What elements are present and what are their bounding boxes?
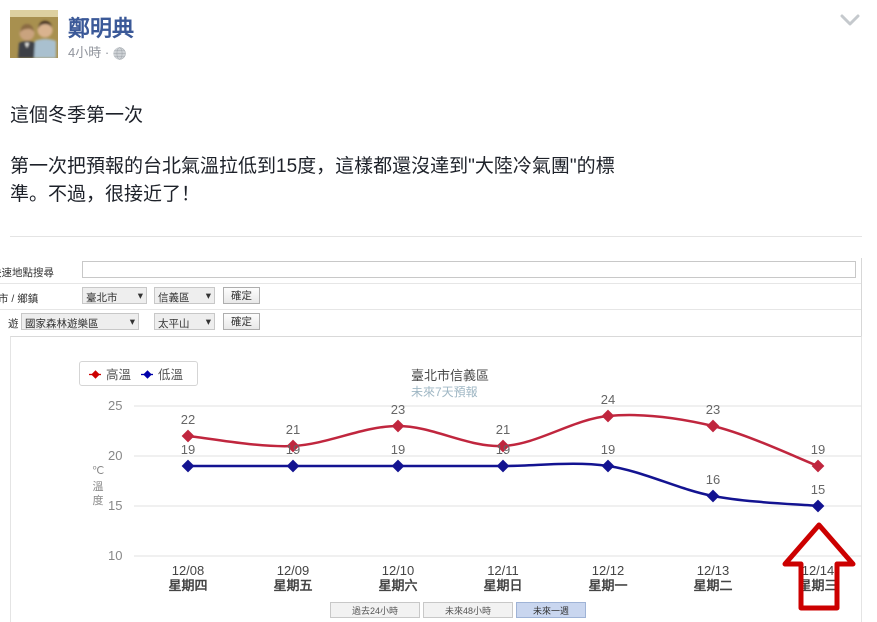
svg-text:星期二: 星期二 <box>693 578 732 593</box>
svg-text:21: 21 <box>496 422 510 437</box>
svg-text:19: 19 <box>601 442 615 457</box>
svg-text:23: 23 <box>706 402 720 417</box>
svg-text:23: 23 <box>391 402 405 417</box>
svg-text:12/13: 12/13 <box>697 563 730 578</box>
svg-text:15: 15 <box>108 498 122 513</box>
svg-text:25: 25 <box>108 398 122 413</box>
svg-text:21: 21 <box>286 422 300 437</box>
svg-text:10: 10 <box>108 548 122 563</box>
svg-text:19: 19 <box>811 442 825 457</box>
svg-text:19: 19 <box>181 442 195 457</box>
svg-text:20: 20 <box>108 448 122 463</box>
svg-text:24: 24 <box>601 392 615 407</box>
svg-text:℃: ℃ <box>92 465 104 477</box>
svg-text:12/08: 12/08 <box>172 563 205 578</box>
svg-text:星期四: 星期四 <box>168 578 207 593</box>
svg-text:星期三: 星期三 <box>798 578 837 593</box>
svg-text:溫: 溫 <box>93 479 104 493</box>
svg-text:度: 度 <box>93 493 104 507</box>
svg-text:15: 15 <box>811 482 825 497</box>
svg-text:星期一: 星期一 <box>588 578 627 593</box>
svg-text:19: 19 <box>286 442 300 457</box>
svg-text:19: 19 <box>391 442 405 457</box>
svg-text:16: 16 <box>706 472 720 487</box>
svg-text:22: 22 <box>181 412 195 427</box>
svg-text:12/10: 12/10 <box>382 563 415 578</box>
svg-text:星期日: 星期日 <box>483 578 522 593</box>
svg-text:12/12: 12/12 <box>592 563 625 578</box>
svg-text:12/11: 12/11 <box>487 563 519 578</box>
svg-text:星期六: 星期六 <box>378 578 417 593</box>
svg-text:19: 19 <box>496 442 510 457</box>
svg-text:星期五: 星期五 <box>273 578 312 593</box>
svg-text:12/14: 12/14 <box>802 563 835 578</box>
svg-text:12/09: 12/09 <box>277 563 310 578</box>
